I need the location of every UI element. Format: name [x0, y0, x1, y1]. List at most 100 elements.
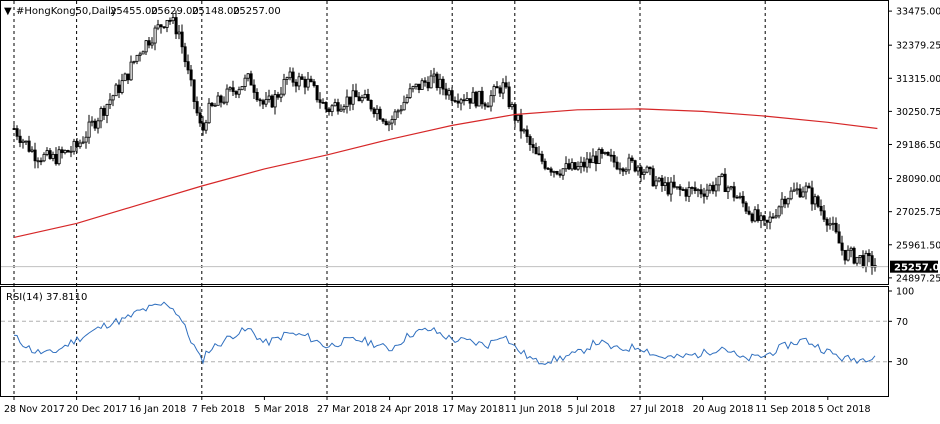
candle-body	[639, 166, 643, 175]
time-tick-label: 11 Jun 2018	[505, 404, 562, 415]
candle-body	[585, 158, 589, 168]
candle-body	[693, 187, 697, 192]
candle-body	[555, 171, 559, 175]
candle-body	[381, 118, 385, 122]
candle-body	[678, 186, 682, 190]
candle-body	[450, 90, 454, 101]
candle-body	[822, 210, 826, 220]
candle-body	[609, 154, 613, 157]
candle-body	[237, 89, 241, 95]
candle-body	[765, 219, 769, 223]
candle-body	[51, 153, 55, 159]
candle-body	[732, 186, 736, 198]
candle-body	[291, 71, 295, 83]
candle-body	[105, 103, 109, 116]
candle-body	[273, 94, 277, 108]
candle-body	[729, 186, 733, 189]
candle-body	[36, 160, 40, 163]
candle-body	[738, 195, 742, 198]
candle-body	[165, 19, 169, 28]
time-axis: 28 Nov 2017 20 Dec 2017 16 Jan 2018 7 Feb 2…	[4, 396, 870, 415]
candle-body	[27, 140, 31, 152]
candle-body	[315, 85, 319, 101]
price-tick-label: 31315.00	[896, 74, 940, 85]
candle-body	[183, 46, 187, 63]
candle-body	[552, 171, 556, 173]
candle-body	[756, 209, 760, 221]
candle-body	[807, 185, 811, 189]
candle-body	[120, 80, 124, 93]
candle-body	[384, 120, 388, 126]
candle-body	[132, 60, 136, 63]
candle-body	[771, 216, 775, 219]
candle-body	[531, 144, 535, 148]
candle-body	[243, 77, 247, 87]
time-tick-label: 20 Aug 2018	[693, 404, 754, 415]
candle-body	[546, 167, 550, 170]
candle-body	[525, 129, 529, 137]
candle-body	[255, 91, 259, 101]
candle-body	[735, 196, 739, 199]
candle-body	[357, 96, 361, 102]
candle-body	[63, 150, 67, 154]
candle-body	[345, 96, 349, 108]
candle-body	[612, 155, 616, 163]
candle-body	[303, 78, 307, 88]
candle-body	[153, 27, 157, 44]
candle-body	[168, 19, 172, 22]
candle-body	[831, 222, 835, 225]
candle-body	[75, 140, 79, 148]
candle-body	[117, 84, 121, 93]
price-tick-label: 28090.00	[896, 174, 940, 185]
candle-body	[567, 163, 571, 170]
candle-body	[870, 255, 874, 268]
candle-body	[30, 149, 34, 152]
candle-body	[375, 108, 379, 115]
candle-body	[279, 93, 283, 98]
candle-body	[723, 173, 727, 193]
candle-body	[324, 102, 328, 110]
candle-body	[648, 166, 652, 170]
candle-body	[156, 24, 160, 29]
candle-body	[726, 187, 730, 193]
candle-body	[270, 95, 274, 108]
candle-body	[705, 189, 709, 197]
candle-body	[276, 94, 280, 98]
candle-body	[159, 24, 163, 28]
candle-body	[750, 213, 754, 222]
candle-body	[816, 196, 820, 207]
current-price-tag-text: 25257.00	[894, 263, 940, 274]
candle-body	[651, 168, 655, 187]
candle-body	[540, 153, 544, 162]
candle-body	[171, 17, 175, 22]
candle-body	[492, 86, 496, 97]
candle-body	[843, 249, 847, 261]
candle-body	[564, 163, 568, 170]
symbol-title: #HongKong50,Daily	[16, 6, 117, 17]
candle-body	[210, 102, 214, 106]
candle-body	[702, 193, 706, 197]
candle-body	[123, 73, 127, 82]
candle-body	[69, 150, 73, 153]
candle-body	[684, 189, 688, 197]
candle-body	[558, 173, 562, 176]
candle-body	[513, 104, 517, 121]
current-price-tag: 25257.00	[890, 260, 940, 274]
price-tick-label: 25961.50	[896, 240, 940, 251]
candle-body	[519, 114, 523, 132]
candle-body	[792, 189, 796, 192]
price-axis: 33475.00 32379.25 31315.00 30250.75 29186.50…	[888, 7, 940, 284]
candle-body	[669, 181, 673, 195]
candle-body	[396, 110, 400, 113]
current-price-tag-bg	[890, 260, 938, 273]
candle-body	[534, 147, 538, 155]
candle-body	[834, 222, 838, 233]
candle-body	[201, 122, 205, 131]
candle-body	[633, 160, 637, 172]
candle-body	[471, 91, 475, 104]
candle-body	[429, 75, 433, 89]
price-tick-label: 33475.00	[896, 7, 940, 18]
candle-body	[174, 17, 178, 35]
candle-body	[24, 140, 28, 143]
